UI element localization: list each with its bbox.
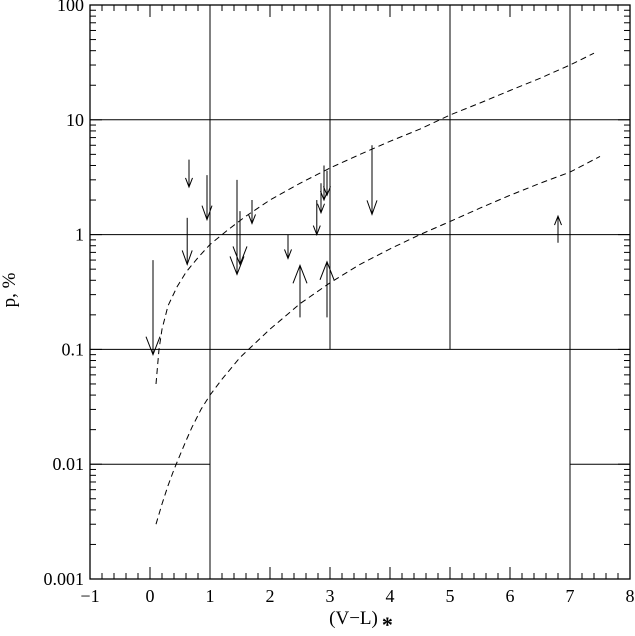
- y-axis-label: p, %: [0, 272, 20, 307]
- plot-frame: [89, 4, 631, 580]
- upper-limit-arrow-head: [181, 250, 193, 266]
- upper-limit-arrow-head: [185, 177, 193, 189]
- x-tick-label: −1: [80, 586, 99, 606]
- y-tick-label: 0.01: [53, 454, 85, 474]
- upper-limit-arrow-head: [323, 186, 331, 197]
- lower-limit-arrow-head: [554, 214, 562, 226]
- x-tick-label: 0: [146, 586, 155, 606]
- y-tick-label: 0.1: [62, 339, 85, 359]
- lower-limit-arrow-head: [292, 263, 308, 284]
- lower-limit-arrow-head: [319, 260, 335, 280]
- y-tick-label: 1: [75, 225, 84, 245]
- upper-limit-arrow-head: [317, 203, 325, 215]
- x-tick-label: 6: [506, 586, 515, 606]
- upper-limit-arrow-head: [201, 205, 213, 222]
- x-tick-label: 7: [566, 586, 575, 606]
- x-axis-label-subscript: *: [382, 612, 393, 636]
- upper-limit-arrow-head: [232, 246, 248, 266]
- tick-labels: −1 0 1 2 3 4 5 6 7 8 0.001 0.01 0.1 1 10 100: [44, 0, 635, 606]
- limit-arrows: [145, 145, 562, 357]
- dashed-curves: [155, 52, 601, 525]
- dashed-curve: [155, 155, 601, 525]
- x-tick-label: 2: [266, 586, 275, 606]
- upper-limit-arrow-head: [248, 214, 256, 225]
- upper-limit-arrow-head: [145, 336, 161, 357]
- upper-limit-arrow-head: [284, 249, 292, 260]
- x-tick-label: 1: [206, 586, 215, 606]
- x-tick-label: 4: [386, 586, 395, 606]
- x-tick-label: 5: [446, 586, 455, 606]
- upper-limit-arrow-head: [312, 225, 321, 236]
- axis-ticks: [89, 5, 630, 580]
- dashed-curve: [155, 52, 595, 385]
- x-axis-label: (V−L) *: [329, 608, 393, 636]
- upper-limit-arrow-head: [229, 256, 245, 276]
- y-tick-label: 10: [66, 110, 84, 130]
- x-tick-label: 3: [326, 586, 335, 606]
- y-tick-label: 0.001: [44, 569, 85, 589]
- x-axis-label-text: (V−L): [329, 608, 378, 629]
- y-tick-label: 100: [57, 0, 84, 15]
- upper-limit-arrow-head: [366, 200, 378, 216]
- grid-lines: [90, 5, 630, 579]
- x-tick-label: 8: [626, 586, 635, 606]
